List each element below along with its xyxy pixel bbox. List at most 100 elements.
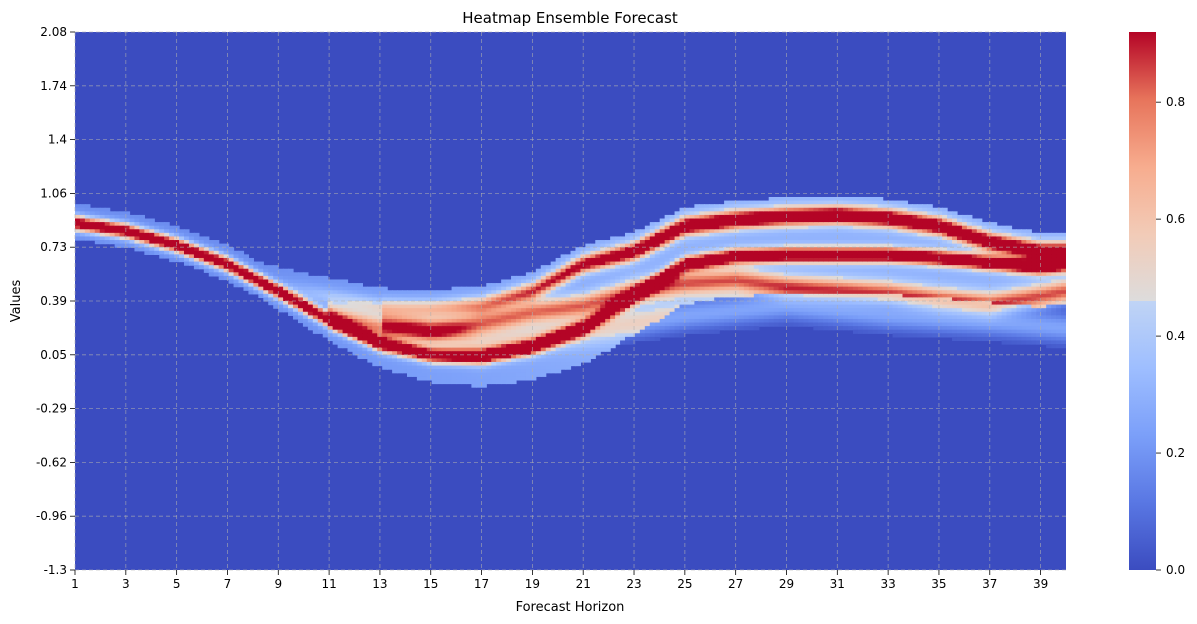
heatmap-cell — [743, 308, 750, 313]
heatmap-cell — [917, 207, 923, 212]
heatmap-cell — [476, 354, 482, 359]
heatmap-cell — [956, 229, 963, 234]
heatmap-cell — [129, 214, 136, 220]
heatmap-cell — [788, 268, 795, 273]
heatmap-cell — [843, 207, 849, 212]
heatmap-cell — [813, 286, 819, 291]
heatmap-cell — [976, 304, 983, 309]
heatmap-cell — [511, 333, 517, 338]
heatmap-cell — [788, 297, 795, 302]
heatmap-cell — [392, 293, 398, 299]
heatmap-cell — [337, 311, 344, 316]
heatmap-cell — [124, 232, 131, 238]
heatmap-cell — [392, 344, 398, 349]
heatmap-cell — [704, 283, 710, 288]
heatmap-cell — [516, 290, 522, 295]
heatmap-cell — [426, 336, 433, 342]
heatmap-cell — [768, 247, 775, 252]
heatmap-cell — [406, 344, 413, 349]
heatmap-cell — [530, 340, 537, 345]
heatmap-cell — [976, 286, 983, 291]
heatmap-cell — [481, 326, 487, 331]
heatmap-cell — [976, 301, 983, 306]
heatmap-cell — [406, 301, 413, 306]
heatmap-cell — [758, 265, 765, 270]
heatmap-cell — [838, 243, 844, 248]
heatmap-cell — [342, 297, 349, 302]
heatmap-cell — [798, 272, 804, 277]
heatmap-cell — [367, 358, 373, 363]
heatmap-cell — [288, 293, 294, 299]
heatmap-cell — [605, 290, 611, 295]
heatmap-cell — [808, 196, 814, 202]
heatmap-cell — [595, 329, 601, 334]
heatmap-cell — [684, 250, 691, 255]
heatmap-cell — [446, 326, 453, 331]
heatmap-cell — [476, 293, 482, 299]
heatmap-cell — [451, 358, 458, 363]
heatmap-cell — [278, 297, 284, 302]
heatmap-cell — [689, 265, 695, 270]
heatmap-cell — [887, 326, 894, 331]
heatmap-cell — [758, 268, 765, 273]
heatmap-cell — [793, 247, 800, 252]
heatmap-cell — [406, 351, 413, 356]
heatmap-cell — [516, 376, 522, 381]
heatmap-cell — [288, 279, 294, 284]
heatmap-cell — [580, 315, 586, 320]
heatmap-cell — [565, 304, 572, 309]
heatmap-cell — [847, 261, 854, 266]
heatmap-cell — [654, 272, 661, 277]
heatmap-cell — [416, 358, 423, 363]
heatmap-cell — [253, 265, 259, 270]
heatmap-cell — [714, 308, 720, 313]
heatmap-cell — [109, 214, 116, 220]
heatmap-cell — [372, 311, 378, 316]
heatmap-cell — [828, 293, 834, 299]
heatmap-cell — [565, 340, 572, 345]
heatmap-cell — [887, 254, 894, 259]
heatmap-cell — [258, 286, 264, 291]
heatmap-cell — [927, 207, 933, 212]
heatmap-cell — [332, 322, 339, 327]
heatmap-cell — [610, 344, 616, 349]
heatmap-cell — [778, 279, 785, 284]
heatmap-cell — [203, 261, 210, 266]
heatmap-cell — [481, 322, 487, 327]
heatmap-cell — [496, 351, 502, 356]
heatmap-cell — [709, 308, 715, 313]
heatmap-cell — [198, 243, 205, 248]
heatmap-cell — [847, 232, 854, 238]
heatmap-cell — [565, 257, 572, 263]
heatmap-cell — [937, 311, 943, 316]
heatmap-cell — [719, 268, 725, 273]
heatmap-cell — [654, 333, 661, 338]
heatmap-cell — [917, 293, 923, 299]
heatmap-cell — [550, 304, 557, 309]
heatmap-cell — [679, 214, 686, 220]
heatmap-cell — [907, 261, 913, 266]
heatmap-cell — [952, 229, 958, 234]
heatmap-cell — [932, 257, 938, 263]
heatmap-cell — [471, 372, 477, 377]
heatmap-cell — [768, 279, 775, 284]
heatmap-cell — [956, 222, 963, 227]
heatmap-cell — [317, 326, 324, 331]
heatmap-cell — [783, 315, 790, 320]
heatmap-cell — [897, 261, 904, 266]
heatmap-cell — [124, 236, 131, 241]
heatmap-cell — [674, 275, 681, 281]
heatmap-cell — [426, 297, 433, 302]
heatmap-cell — [451, 322, 458, 327]
heatmap-cell — [689, 236, 695, 241]
heatmap-cell — [684, 225, 691, 230]
heatmap-cell — [828, 297, 834, 302]
heatmap-cell — [501, 318, 507, 324]
heatmap-cell — [917, 204, 923, 209]
heatmap-cell — [342, 344, 349, 349]
heatmap-cell — [213, 261, 220, 266]
heatmap-cell — [932, 218, 938, 223]
heatmap-cell — [511, 351, 517, 356]
heatmap-cell — [585, 336, 591, 342]
heatmap-cell — [976, 283, 983, 288]
